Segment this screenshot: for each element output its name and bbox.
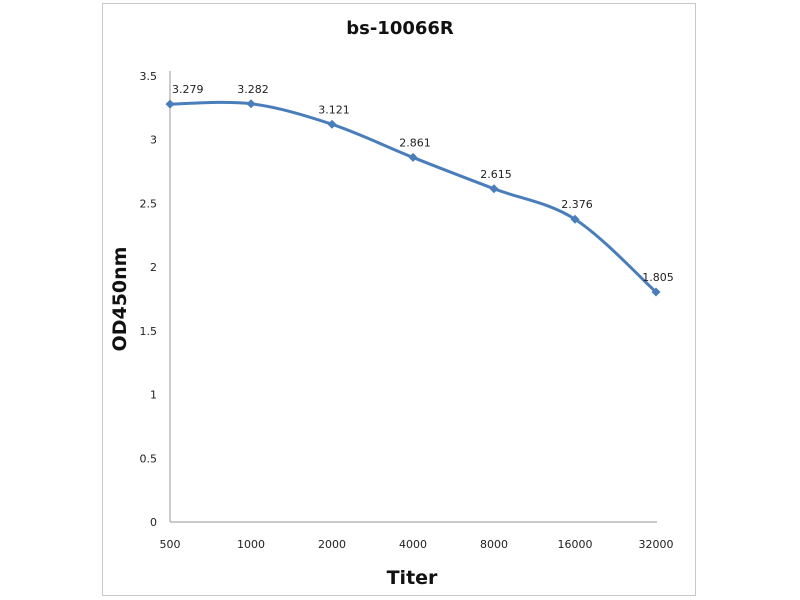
series-line [169, 100, 658, 294]
y-tick-label: 2.5 [140, 197, 158, 210]
chart-title: bs-10066R [346, 18, 454, 39]
data-point-marker [327, 119, 337, 129]
data-label: 1.805 [642, 271, 674, 284]
data-point-marker [489, 184, 499, 194]
data-point-marker [165, 99, 175, 109]
y-tick-label: 3.5 [140, 70, 158, 83]
data-label: 2.861 [399, 136, 431, 149]
y-axis-title: OD450nm [109, 247, 131, 352]
data-point-marker [651, 287, 661, 297]
y-tick-label: 3 [150, 134, 157, 147]
chart-frame [102, 3, 696, 596]
x-tick-label: 1000 [237, 538, 265, 551]
x-tick-label: 8000 [480, 538, 508, 551]
x-tick-label: 4000 [399, 538, 427, 551]
y-tick-label: 0 [150, 516, 157, 529]
x-tick-label: 32000 [639, 538, 674, 551]
y-tick-label: 2 [150, 261, 157, 274]
y-tick-label: 1.5 [140, 325, 158, 338]
data-label: 2.376 [561, 198, 593, 211]
data-label: 3.279 [172, 83, 204, 96]
x-tick-label: 500 [160, 538, 181, 551]
data-label: 3.121 [318, 103, 350, 116]
y-tick-label: 0.5 [140, 452, 158, 465]
data-point-marker [570, 214, 580, 224]
data-point-marker [408, 152, 418, 162]
data-point-marker [246, 99, 256, 109]
y-tick-label: 1 [150, 389, 157, 402]
x-tick-label: 16000 [558, 538, 593, 551]
x-tick-label: 2000 [318, 538, 346, 551]
data-label: 3.282 [237, 83, 269, 96]
data-label: 2.615 [480, 168, 512, 181]
x-axis-title: Titer [387, 567, 438, 589]
